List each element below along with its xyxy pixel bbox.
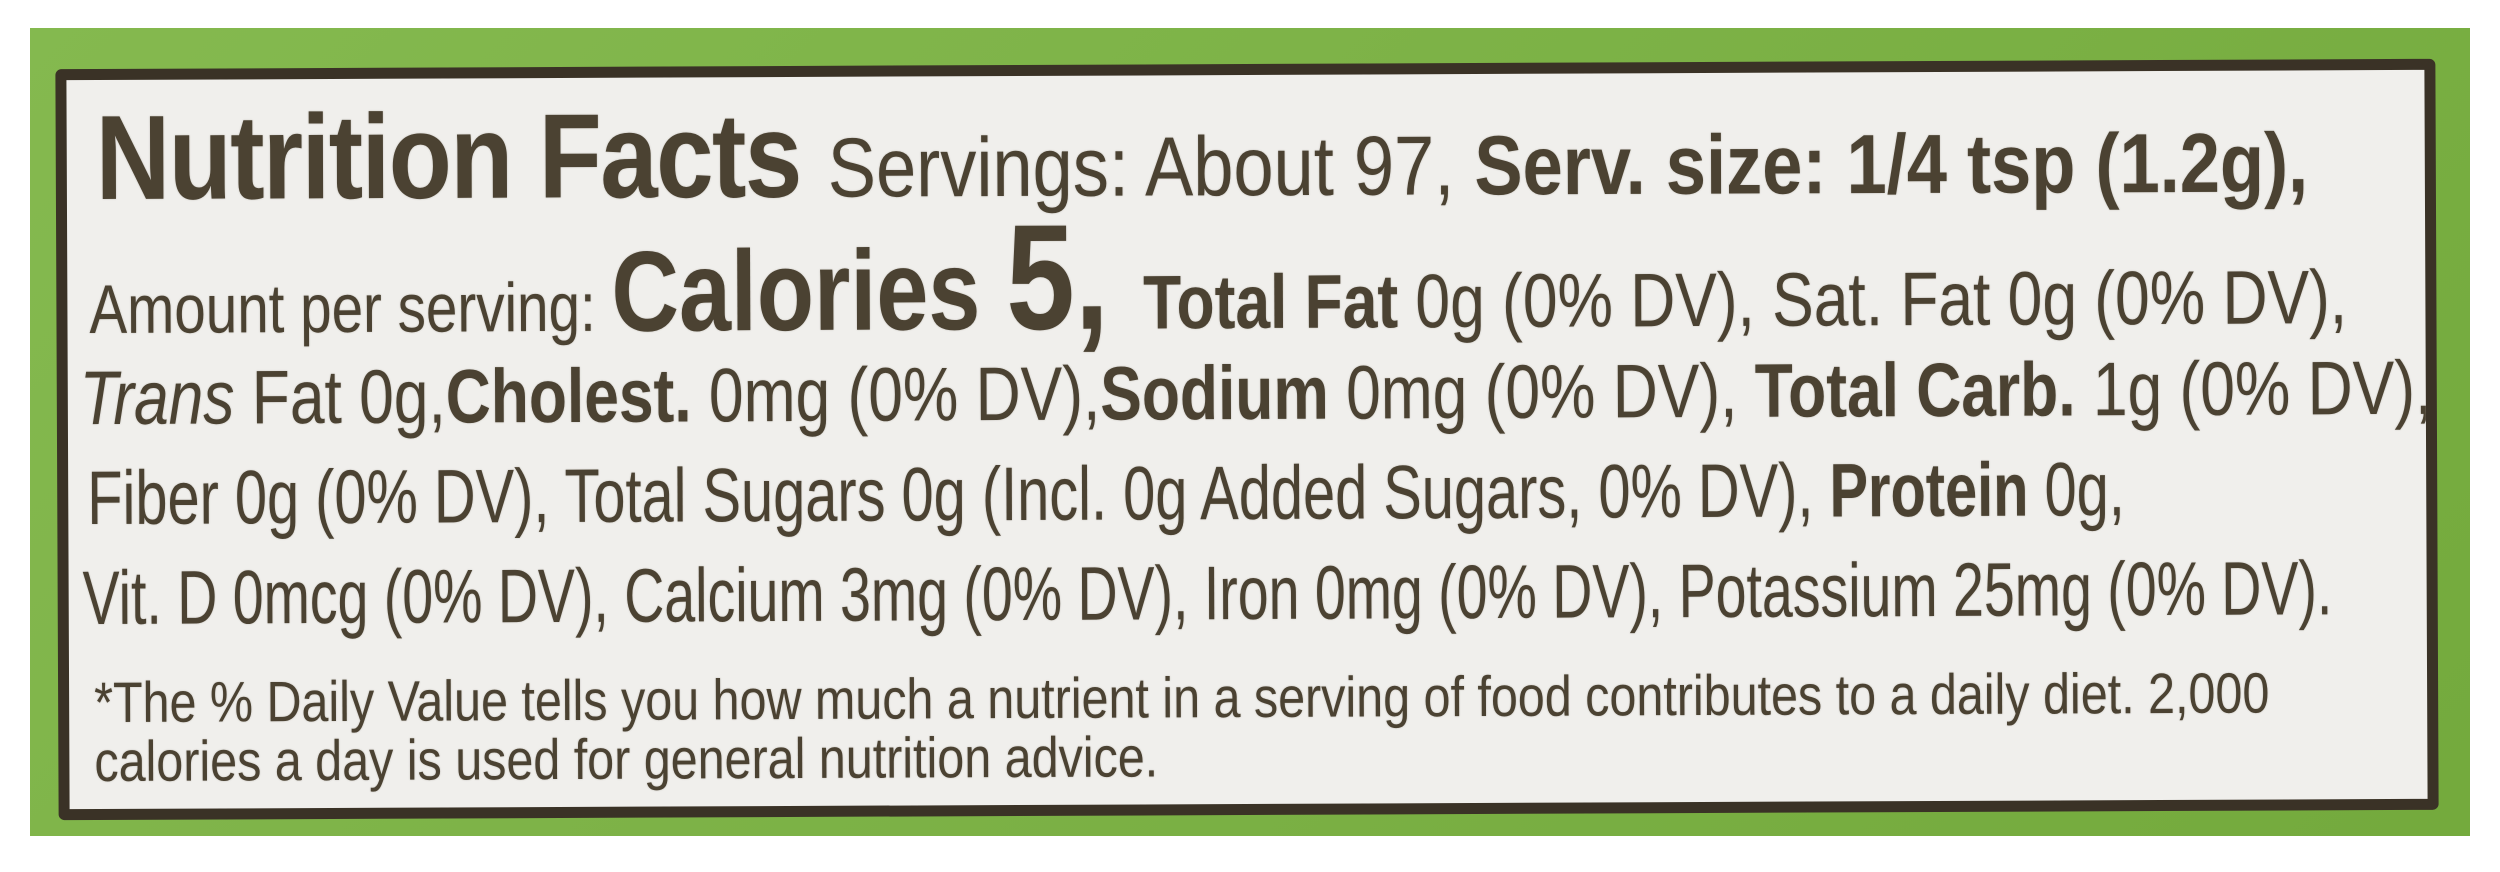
footnote-line-1: *The % Daily Value tells you how much a …	[94, 662, 2269, 735]
cholesterol-value: 0mg (0% DV),	[708, 351, 1101, 439]
total-carb-label: Total Carb.	[1754, 347, 2094, 434]
label-line-fiber-sugars-protein: Fiber 0g (0% DV), Total Sugars 0g (Incl.…	[87, 447, 2125, 541]
sodium-label: Sodium	[1100, 350, 1347, 437]
amount-per-serving-label: Amount per serving:	[89, 268, 612, 349]
daily-value-footnote-text-2: calories a day is used for general nutri…	[94, 725, 1159, 795]
calories-label: Calories	[611, 227, 1007, 356]
label-line-micronutrients: Vit. D 0mcg (0% DV), Calcium 3mg (0% DV)…	[82, 546, 2332, 641]
total-fat-label: Total Fat	[1142, 259, 1416, 346]
label-line-calories: Amount per serving: Calories 5, Total Fa…	[89, 193, 2348, 361]
daily-value-footnote-text-1: *The % Daily Value tells you how much a …	[93, 661, 2270, 736]
footnote-line-2: calories a day is used for general nutri…	[94, 725, 1158, 794]
micronutrients-text: Vit. D 0mcg (0% DV), Calcium 3mg (0% DV)…	[82, 546, 2333, 642]
trans-fat-italic: Trans	[79, 355, 235, 442]
cholesterol-label: Cholest.	[445, 353, 710, 440]
total-carb-value: 1g (0% DV),	[2092, 345, 2433, 433]
protein-label: Protein	[1829, 447, 2045, 534]
fat-values-text: 0g (0% DV), Sat. Fat 0g (0% DV),	[1415, 255, 2348, 345]
nutrition-facts-label: Nutrition Facts Servings: About 97, Serv…	[55, 58, 2439, 821]
fiber-sugars-text: Fiber 0g (0% DV), Total Sugars 0g (Incl.…	[87, 448, 1830, 542]
trans-fat-value: Fat 0g,	[234, 354, 446, 441]
label-line-cholesterol-sodium-carb: Trans Fat 0g,Cholest. 0mg (0% DV),Sodium…	[80, 346, 2433, 441]
package-green-panel: Nutrition Facts Servings: About 97, Serv…	[30, 28, 2470, 836]
calories-value: 5,	[1005, 192, 1144, 362]
sodium-value: 0mg (0% DV),	[1345, 348, 1755, 436]
protein-value: 0g,	[2044, 447, 2125, 533]
